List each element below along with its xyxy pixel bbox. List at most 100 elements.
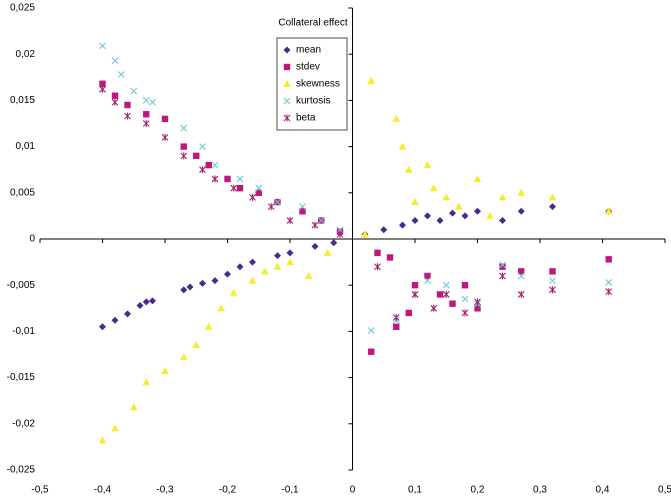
point — [486, 211, 494, 219]
marker-stroke — [255, 184, 263, 192]
x-tick-label: 0,2 — [471, 485, 485, 496]
point — [367, 327, 375, 334]
marker-stroke — [605, 279, 613, 286]
marker-stroke — [99, 42, 106, 50]
y-tick-label: 0 — [29, 234, 35, 245]
x-tick-label: 0,3 — [533, 485, 547, 496]
point — [374, 263, 381, 271]
point — [429, 184, 438, 192]
point — [199, 166, 206, 174]
point — [380, 226, 388, 234]
point — [136, 302, 144, 310]
x-tick-label: 0,5 — [658, 485, 671, 496]
point — [330, 239, 338, 247]
point — [99, 80, 106, 87]
y-tick-label: -0,01 — [12, 326, 35, 337]
marker-stroke — [130, 87, 138, 95]
marker-stroke — [299, 203, 306, 211]
point — [454, 202, 463, 210]
point — [518, 268, 525, 275]
point — [236, 175, 244, 183]
marker-stroke — [199, 143, 206, 150]
point — [261, 267, 269, 275]
point — [142, 298, 150, 306]
point — [304, 271, 313, 279]
point — [255, 189, 262, 196]
point — [604, 207, 613, 215]
point — [411, 282, 419, 289]
point — [423, 161, 432, 169]
point — [205, 161, 212, 169]
point — [211, 175, 219, 183]
point — [99, 323, 106, 331]
point — [392, 114, 401, 122]
point — [180, 124, 188, 132]
legend-label: mean — [296, 45, 321, 56]
point — [473, 174, 482, 182]
point — [517, 207, 525, 215]
legend-label: stdev — [296, 62, 320, 73]
point — [605, 279, 613, 286]
marker-stroke — [142, 97, 150, 104]
point — [424, 277, 431, 284]
y-tick-label: 0,015 — [10, 95, 35, 106]
point — [274, 252, 281, 260]
marker-stroke — [367, 327, 375, 334]
legend-label: beta — [296, 113, 316, 124]
point — [149, 98, 156, 106]
marker-stroke — [117, 71, 125, 78]
point — [224, 175, 231, 183]
point — [398, 142, 407, 150]
point — [411, 290, 419, 298]
point — [204, 322, 213, 330]
point — [98, 436, 107, 444]
marker-stroke — [211, 161, 219, 169]
marker-stroke — [111, 57, 119, 65]
point — [361, 230, 369, 238]
point — [199, 279, 206, 287]
y-tick-label: 0,01 — [16, 141, 36, 152]
point — [311, 221, 319, 229]
x-tick-label: -0,3 — [156, 485, 174, 496]
point — [130, 87, 138, 95]
point — [124, 101, 131, 109]
x-tick-label: -0,4 — [94, 485, 112, 496]
point — [211, 161, 219, 169]
point — [142, 97, 150, 104]
point — [142, 120, 150, 127]
x-tick-label: -0,2 — [219, 485, 237, 496]
point — [605, 256, 612, 263]
point — [149, 297, 156, 305]
point — [111, 57, 119, 65]
point — [499, 263, 506, 270]
point — [286, 258, 294, 266]
point — [474, 298, 481, 306]
marker-stroke — [424, 277, 431, 284]
point — [474, 207, 481, 215]
point — [498, 193, 507, 201]
point — [236, 263, 244, 271]
point — [461, 212, 469, 220]
point — [161, 133, 169, 141]
point — [193, 152, 200, 160]
point — [436, 291, 444, 298]
point — [117, 71, 125, 78]
marker-stroke — [517, 272, 525, 280]
point — [461, 282, 469, 289]
point — [367, 76, 376, 84]
point — [411, 198, 419, 206]
point — [323, 248, 332, 256]
point — [311, 242, 319, 250]
point — [255, 184, 263, 192]
point — [430, 304, 438, 312]
y-tick-label: -0,015 — [7, 372, 36, 383]
point — [192, 341, 201, 349]
point — [299, 208, 306, 215]
marker-stroke — [274, 198, 281, 206]
point — [336, 230, 344, 238]
marker-stroke — [442, 281, 450, 289]
point — [99, 85, 106, 93]
point — [499, 272, 506, 280]
x-tick-label: 0,4 — [596, 485, 610, 496]
marker-stroke — [549, 277, 556, 284]
